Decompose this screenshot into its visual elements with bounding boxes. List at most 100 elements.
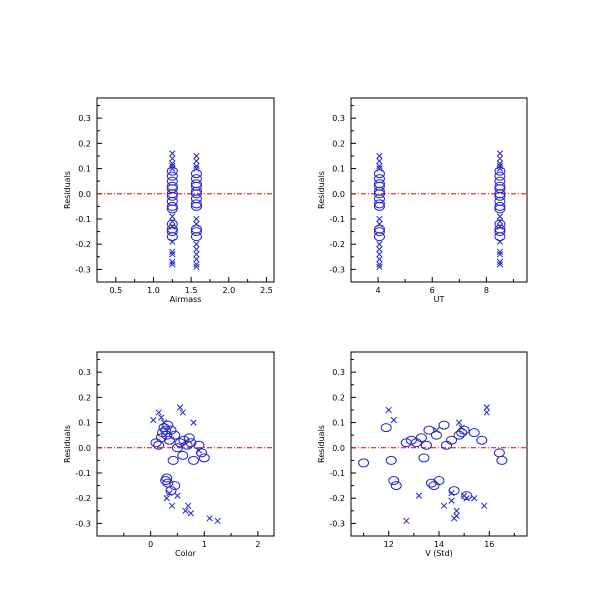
cross-point (496, 150, 504, 157)
y-tick-label: -0.1 (75, 469, 91, 478)
circle-point (428, 481, 440, 491)
circle-point (190, 232, 202, 242)
circle-point (373, 201, 385, 211)
y-tick-label: 0.0 (332, 444, 345, 453)
y-tick-label: 0.2 (78, 393, 91, 402)
cross-point (458, 424, 465, 431)
cross-point (483, 409, 490, 416)
y-axis-label: Residuals (317, 425, 326, 463)
cross-point (193, 261, 200, 268)
x-tick-label: 0.5 (109, 286, 122, 295)
cross-point (169, 155, 176, 162)
y-tick-label: -0.1 (329, 469, 345, 478)
y-tick-label: 0.3 (332, 114, 345, 123)
cross-point (182, 507, 189, 514)
circle-point (166, 204, 178, 214)
x-tick-label: 4 (376, 286, 381, 295)
chart-panel-2: 0.3 0.2 0.1 0.0 -0.1 -0.2 -0.3 4 6 8 UT Residuals (317, 97, 528, 304)
chart-panel-3: 0.3 0.2 0.1 0.0 -0.1 -0.2 -0.3 0 1 2 Color Residual… (63, 351, 275, 558)
cross-point (206, 515, 213, 522)
cross-point (496, 155, 504, 162)
circle-point (373, 179, 385, 189)
cross-point (193, 162, 200, 170)
y-tick-label: 0.2 (332, 393, 345, 402)
circle-point (494, 181, 506, 191)
cross-point (169, 261, 176, 268)
circle-point (494, 191, 506, 201)
cross-point (193, 157, 200, 165)
y-tick-label: -0.2 (75, 240, 91, 249)
cross-point (463, 495, 470, 502)
cross-point (160, 419, 168, 426)
cross-point (176, 404, 184, 411)
circle-point (456, 428, 468, 438)
circle-point (190, 199, 202, 209)
circle-point (358, 458, 370, 468)
cross-point (448, 497, 455, 504)
cross-point (169, 213, 176, 220)
cross-point (193, 220, 200, 228)
x-tick-label: 14 (434, 540, 444, 549)
circle-point (453, 430, 465, 440)
circle-point (190, 174, 202, 184)
circle-point (166, 196, 178, 206)
cross-point (496, 258, 504, 265)
cross-point (376, 263, 383, 271)
circle-point (166, 232, 178, 242)
x-tick-label: 6 (430, 286, 435, 295)
cross-point (179, 409, 186, 416)
y-tick-label: 0.2 (332, 139, 345, 148)
cross-point (169, 248, 176, 255)
cross-point (193, 152, 200, 160)
circle-point (415, 433, 427, 443)
circle-point (388, 476, 400, 486)
circle-point (476, 435, 488, 445)
circle-point (188, 455, 200, 465)
cross-point (193, 165, 200, 172)
cross-point (496, 251, 504, 258)
chart-panel-1: 0.3 0.2 0.1 0.0 -0.1 -0.2 -0.3 0.5 1.0 1.5 2.0 2.5 A… (63, 97, 275, 304)
chart-panel-4: 0.3 0.2 0.1 0.0 -0.1 -0.2 -0.3 12 14 16 V (Std) Res… (317, 351, 528, 558)
cross-point (455, 419, 463, 426)
circle-point (166, 166, 178, 176)
plot-frame (96, 351, 275, 537)
y-tick-label: -0.1 (75, 215, 91, 224)
cross-point (169, 251, 176, 258)
y-tick-label: 0.2 (78, 139, 91, 148)
cross-point (403, 517, 410, 525)
cross-point (376, 162, 383, 170)
circle-point (160, 425, 172, 435)
circle-point (166, 171, 178, 181)
circle-point (438, 420, 450, 430)
y-tick-label: 0.0 (78, 444, 91, 453)
y-axis-label: Residuals (63, 425, 72, 463)
cross-point (163, 495, 170, 502)
x-tick-label: 0 (148, 540, 153, 549)
cross-point (193, 241, 200, 248)
cross-point (440, 502, 448, 509)
x-tick-label: 1.5 (185, 286, 198, 295)
circle-point (190, 181, 202, 191)
circle-point (385, 455, 397, 465)
circle-point (494, 176, 506, 186)
y-tick-label: -0.2 (75, 494, 91, 503)
circle-point (468, 428, 480, 438)
cross-point (193, 263, 200, 271)
cross-point (187, 510, 195, 517)
circle-point (150, 438, 162, 448)
circle-point (493, 448, 505, 458)
cross-point (169, 223, 176, 230)
circle-point (198, 453, 210, 463)
circle-point (390, 481, 402, 491)
circle-point (494, 166, 506, 176)
circle-point (166, 184, 178, 194)
circle-point (169, 481, 181, 491)
y-tick-label: 0.0 (78, 190, 91, 199)
circle-point (418, 453, 430, 463)
cross-point (496, 218, 504, 225)
circle-point (380, 423, 392, 433)
circle-point (171, 443, 183, 453)
cross-point (471, 495, 478, 502)
circle-point (190, 194, 202, 204)
